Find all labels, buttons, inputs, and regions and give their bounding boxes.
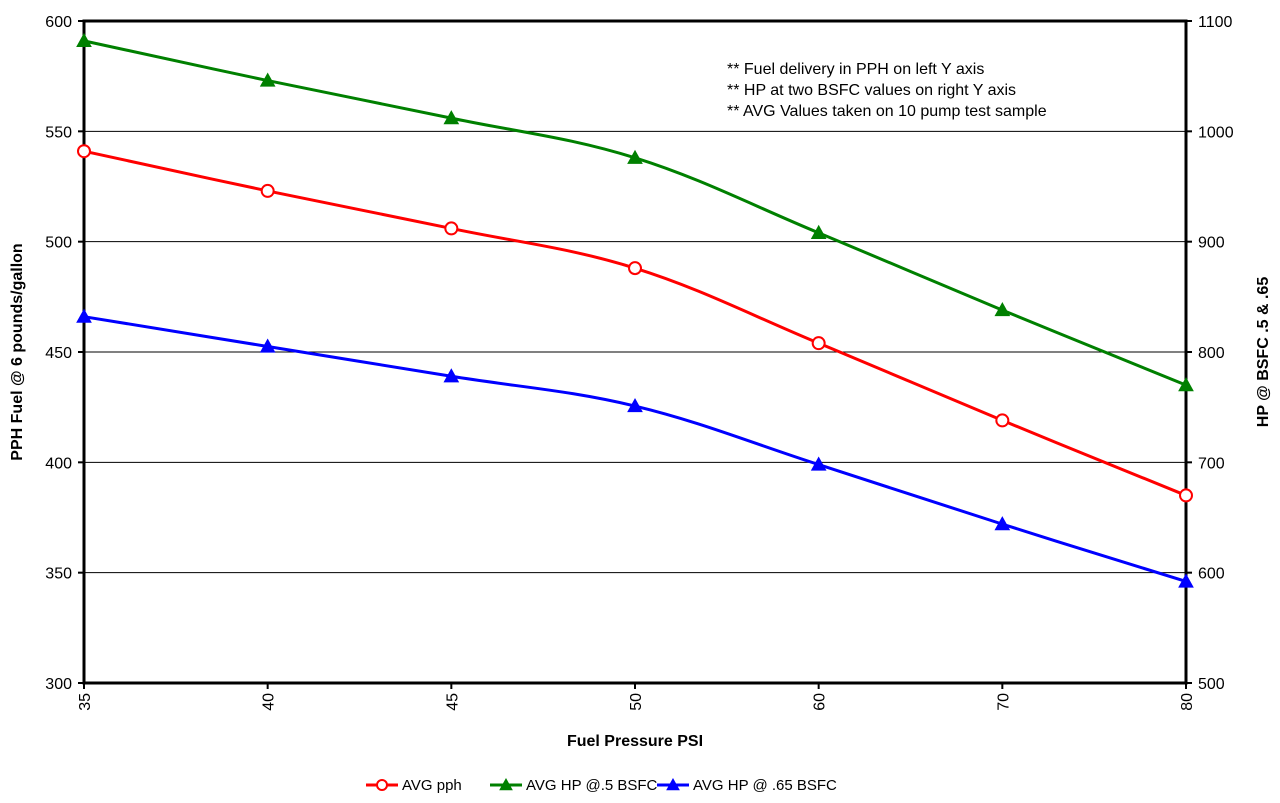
- data-point: [1178, 573, 1194, 588]
- data-point: [444, 221, 459, 236]
- y-tick-label: 450: [45, 345, 72, 362]
- annotation-note: ** AVG Values taken on 10 pump test samp…: [727, 103, 1047, 120]
- data-point: [627, 149, 643, 164]
- data-point: [994, 302, 1011, 317]
- y2-tick-label: 500: [1198, 676, 1225, 693]
- y2-tick-label: 1000: [1198, 124, 1234, 141]
- chart-annotations: ** Fuel delivery in PPH on left Y axis *…: [727, 61, 1047, 120]
- data-point: [810, 224, 827, 239]
- data-point: [995, 413, 1010, 428]
- data-point: [443, 110, 460, 125]
- data-point: [666, 777, 680, 791]
- x-tick-label: 40: [261, 693, 278, 711]
- data-point: [994, 516, 1011, 531]
- data-point: [259, 72, 276, 87]
- legend-swatch-marker: [376, 779, 388, 791]
- legend-item-avg-pph[interactable]: AVG pph: [366, 777, 462, 794]
- series-2: [76, 32, 1194, 392]
- x-tick-label: 60: [812, 693, 829, 711]
- left-y-axis-title: PPH Fuel @ 6 pounds/gallon: [9, 243, 26, 460]
- x-tick-label: 50: [628, 693, 645, 711]
- y-tick-label: 550: [45, 124, 72, 141]
- legend-item-avg-hp-065[interactable]: AVG HP @ .65 BSFC: [657, 777, 837, 794]
- right-y-axis-ticks: 500 600 700 800 900 1000 1100: [1186, 14, 1234, 693]
- y2-tick-label: 1100: [1198, 14, 1233, 31]
- y-tick-label: 350: [45, 566, 72, 583]
- data-point: [499, 777, 513, 791]
- y2-tick-label: 900: [1198, 235, 1225, 252]
- data-point: [259, 338, 276, 353]
- series-line: [83, 39, 1187, 387]
- series-layer: [76, 32, 1194, 588]
- y-tick-label: 500: [45, 235, 72, 252]
- legend: AVG pph AVG HP @.5 BSFC AVG HP @ .65 BSF…: [366, 777, 837, 794]
- data-point: [376, 779, 388, 791]
- data-point: [260, 183, 275, 198]
- data-point: [76, 308, 92, 323]
- data-point: [1179, 488, 1193, 503]
- y-tick-label: 400: [45, 455, 72, 472]
- right-y-axis-title: HP @ BSFC .5 & .65: [1255, 277, 1272, 428]
- legend-swatch-marker: [499, 777, 513, 791]
- data-point: [77, 144, 91, 159]
- x-tick-label: 45: [444, 693, 461, 711]
- gridlines: [84, 20, 1186, 684]
- annotation-note: ** Fuel delivery in PPH on left Y axis: [727, 61, 984, 78]
- series-1: [77, 144, 1193, 503]
- legend-label: AVG HP @ .65 BSFC: [693, 777, 837, 794]
- series-line: [83, 149, 1187, 497]
- x-tick-label: 70: [995, 693, 1012, 711]
- x-axis-ticks: 35 40 45 50 60 70 80: [77, 683, 1196, 711]
- y2-tick-label: 600: [1198, 566, 1225, 583]
- series-3: [76, 308, 1194, 588]
- left-y-axis-ticks: 300 350 400 450 500 550 600: [45, 14, 84, 693]
- series-line: [83, 315, 1187, 583]
- legend-item-avg-hp-05[interactable]: AVG HP @.5 BSFC: [490, 777, 658, 794]
- data-point: [811, 336, 826, 351]
- data-point: [810, 456, 827, 471]
- x-axis-title: Fuel Pressure PSI: [567, 733, 703, 750]
- y-tick-label: 300: [45, 676, 72, 693]
- data-point: [627, 398, 643, 413]
- y2-tick-label: 800: [1198, 345, 1225, 362]
- data-point: [1178, 377, 1194, 392]
- data-point: [443, 368, 460, 383]
- legend-swatch-marker: [666, 777, 680, 791]
- legend-label: AVG pph: [402, 777, 462, 794]
- data-point: [76, 32, 92, 47]
- y2-tick-label: 700: [1198, 455, 1225, 472]
- x-tick-label: 35: [77, 693, 94, 711]
- x-tick-label: 80: [1179, 693, 1196, 711]
- legend-label: AVG HP @.5 BSFC: [526, 777, 658, 794]
- annotation-note: ** HP at two BSFC values on right Y axis: [727, 82, 1016, 99]
- y-tick-label: 600: [45, 14, 72, 31]
- data-point: [628, 261, 642, 276]
